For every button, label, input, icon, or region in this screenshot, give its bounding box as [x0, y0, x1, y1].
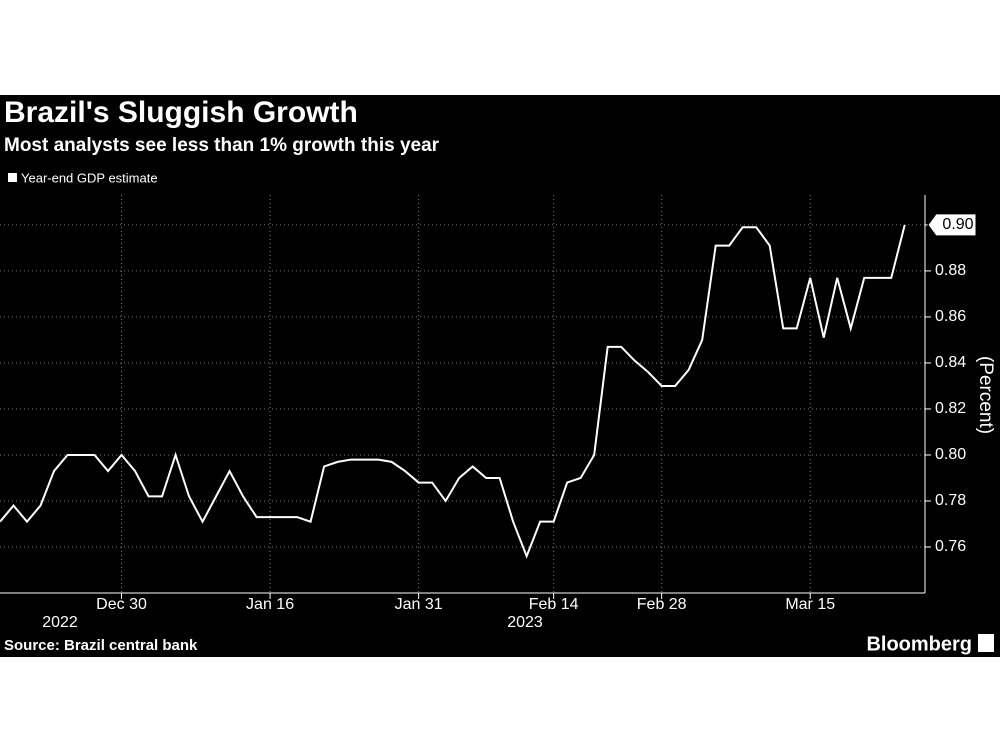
x-tick-label: Feb 28: [637, 596, 687, 613]
x-tick-label: Jan 31: [395, 596, 443, 613]
x-tick-label: Jan 16: [246, 596, 294, 613]
x-tick-label: Dec 30: [96, 596, 147, 613]
y-tick-label: 0.84: [935, 354, 966, 371]
chart-subtitle: Most analysts see less than 1% growth th…: [4, 135, 440, 156]
value-callout: [927, 213, 977, 237]
value-label: 0.90: [942, 216, 973, 233]
year-label: 2022: [42, 614, 78, 631]
y-tick-label: 0.88: [935, 262, 966, 279]
year-label: 2023: [507, 614, 543, 631]
legend-label: Year-end GDP estimate: [21, 170, 158, 185]
chart-background: [0, 95, 1000, 657]
chart-title: Brazil's Sluggish Growth: [4, 96, 358, 129]
x-tick-label: Mar 15: [785, 596, 835, 613]
y-tick-label: 0.86: [935, 308, 966, 325]
legend-swatch: [8, 173, 17, 182]
x-tick-label: Feb 14: [529, 596, 579, 613]
brand-icon: [978, 634, 994, 652]
y-tick-label: 0.76: [935, 538, 966, 555]
y-axis-label: (Percent): [975, 356, 996, 434]
line: [0, 224, 906, 559]
y-tick-label: 0.82: [935, 400, 966, 417]
source: Source: Brazil central bank: [4, 637, 198, 654]
brand: Bloomberg: [866, 633, 972, 655]
y-tick-label: 0.80: [935, 446, 966, 463]
y-tick-label: 0.78: [935, 492, 966, 509]
